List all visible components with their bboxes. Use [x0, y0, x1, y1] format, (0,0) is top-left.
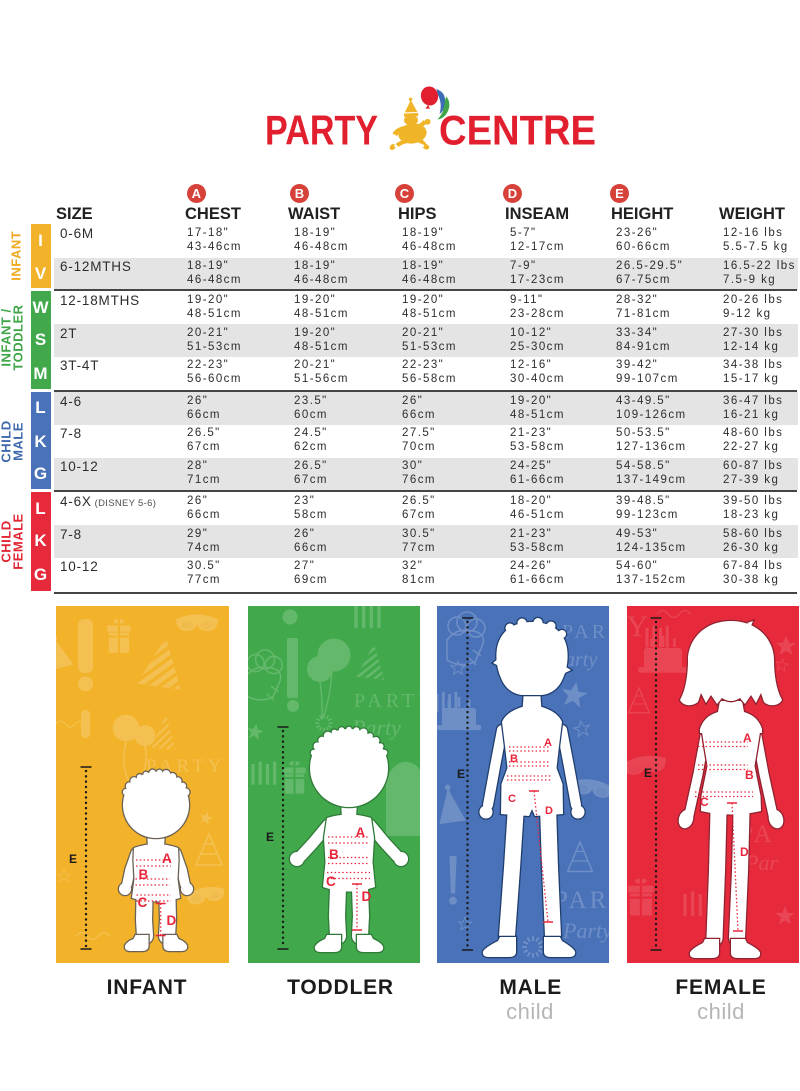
svg-text:B: B: [745, 768, 754, 782]
svg-text:A: A: [544, 737, 552, 749]
svg-text:arty: arty: [565, 649, 597, 671]
svg-text:A: A: [356, 825, 366, 840]
svg-text:B: B: [139, 867, 149, 882]
svg-text:A: A: [162, 851, 172, 866]
svg-text:PARTY: PARTY: [265, 107, 378, 154]
svg-text:B: B: [510, 753, 518, 765]
svg-text:B: B: [329, 847, 339, 862]
svg-text:C: C: [508, 793, 516, 805]
svg-text:PAR: PAR: [562, 621, 608, 643]
svg-text:C: C: [138, 895, 148, 910]
svg-text:CENTRE: CENTRE: [439, 107, 596, 154]
svg-text:D: D: [740, 845, 749, 859]
svg-text:D: D: [545, 805, 553, 817]
svg-text:C: C: [326, 874, 336, 889]
svg-text:PARTY: PARTY: [354, 690, 420, 712]
svg-text:Party: Party: [562, 918, 609, 943]
svg-text:E: E: [457, 767, 465, 781]
svg-text:PAR: PAR: [554, 887, 609, 914]
svg-text:E: E: [266, 830, 274, 844]
svg-text:D: D: [167, 913, 177, 928]
svg-text:C: C: [700, 795, 709, 809]
svg-text:E: E: [644, 766, 652, 780]
svg-text:E: E: [69, 852, 77, 866]
svg-text:Par: Par: [744, 850, 778, 875]
svg-text:A: A: [743, 731, 752, 745]
svg-text:D: D: [362, 889, 372, 904]
